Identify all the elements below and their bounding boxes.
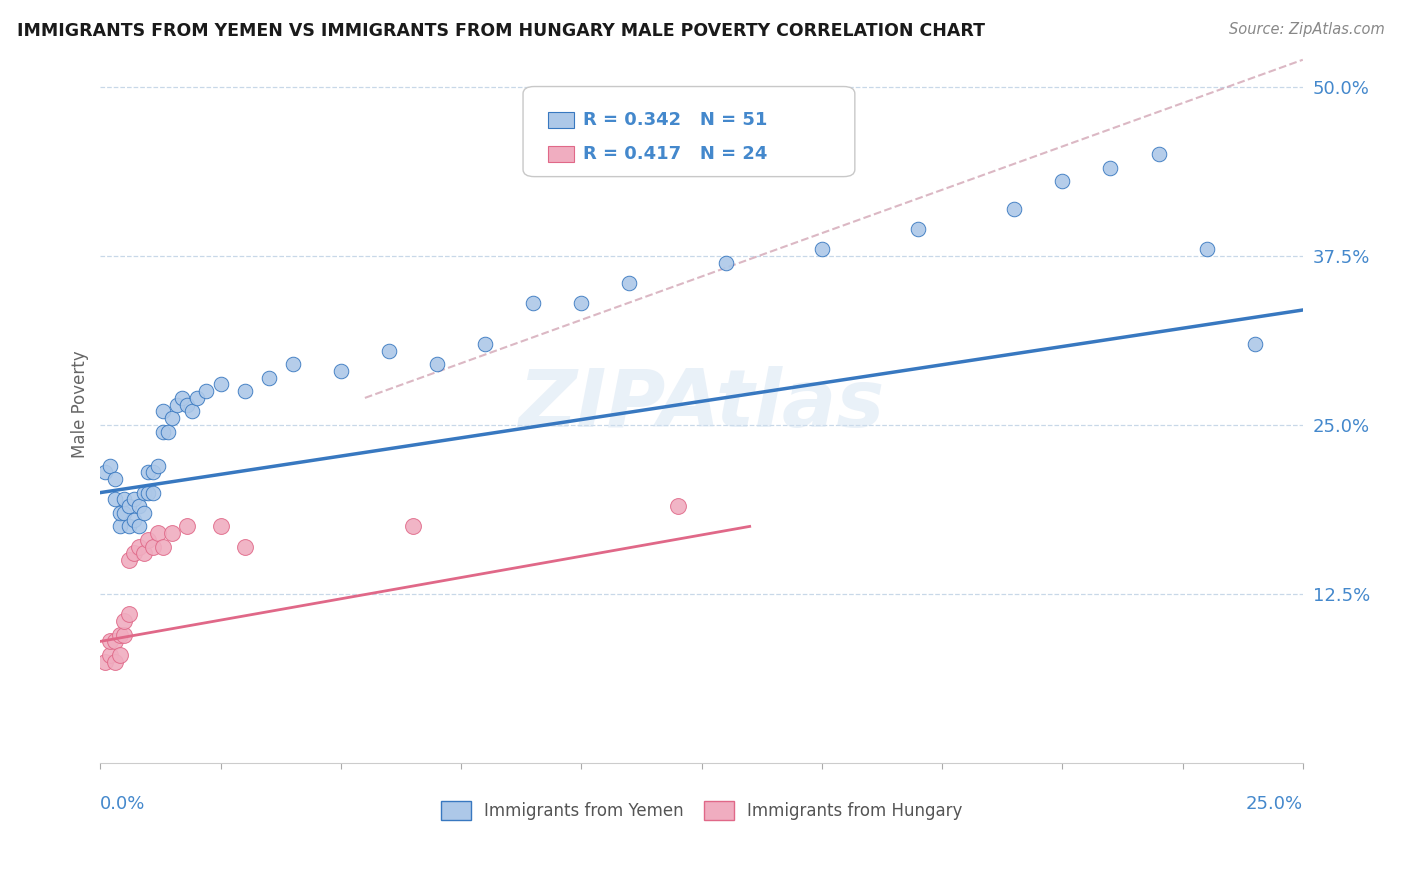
Point xyxy=(281,357,304,371)
Point xyxy=(1147,147,1170,161)
Point xyxy=(402,519,425,533)
Point xyxy=(142,485,165,500)
Point xyxy=(176,398,198,412)
Point xyxy=(118,607,141,622)
Point xyxy=(128,519,150,533)
Point xyxy=(104,492,127,507)
Point xyxy=(195,384,218,399)
Point xyxy=(811,242,834,256)
Point xyxy=(666,499,689,513)
Point xyxy=(209,377,232,392)
Point xyxy=(1002,202,1025,216)
Point xyxy=(1052,174,1074,188)
Point xyxy=(152,425,174,439)
Point xyxy=(118,499,141,513)
Point xyxy=(108,648,131,662)
Legend: Immigrants from Yemen, Immigrants from Hungary: Immigrants from Yemen, Immigrants from H… xyxy=(434,794,969,827)
Point xyxy=(112,492,135,507)
Point xyxy=(112,506,135,520)
Point xyxy=(98,458,121,473)
Point xyxy=(132,546,155,560)
Point xyxy=(714,255,737,269)
Point xyxy=(426,357,449,371)
Point xyxy=(172,391,194,405)
Point xyxy=(176,519,198,533)
Point xyxy=(474,336,496,351)
Text: Source: ZipAtlas.com: Source: ZipAtlas.com xyxy=(1229,22,1385,37)
Point xyxy=(146,458,169,473)
Point xyxy=(1099,161,1122,175)
Point xyxy=(522,296,544,310)
Text: ZIPAtlas: ZIPAtlas xyxy=(519,366,884,443)
Point xyxy=(142,540,165,554)
Point xyxy=(118,519,141,533)
Y-axis label: Male Poverty: Male Poverty xyxy=(72,351,89,458)
Point xyxy=(98,648,121,662)
Point xyxy=(122,492,145,507)
Point xyxy=(122,546,145,560)
Point xyxy=(108,519,131,533)
Point xyxy=(104,634,127,648)
Point xyxy=(132,506,155,520)
Point xyxy=(152,404,174,418)
Point xyxy=(138,465,160,479)
Point xyxy=(186,391,208,405)
Point xyxy=(112,614,135,628)
Point xyxy=(128,540,150,554)
Point xyxy=(233,384,256,399)
Point xyxy=(132,485,155,500)
Point xyxy=(142,465,165,479)
Point xyxy=(619,276,641,290)
Point xyxy=(122,513,145,527)
Point xyxy=(156,425,179,439)
Point xyxy=(128,499,150,513)
Point xyxy=(162,411,184,425)
Text: 0.0%: 0.0% xyxy=(100,796,146,814)
Point xyxy=(104,472,127,486)
Point xyxy=(162,526,184,541)
Point xyxy=(166,398,188,412)
Point xyxy=(1195,242,1218,256)
Point xyxy=(98,634,121,648)
Point xyxy=(94,465,117,479)
Point xyxy=(94,655,117,669)
Point xyxy=(907,222,929,236)
Point xyxy=(138,533,160,547)
Point xyxy=(1243,336,1265,351)
Point xyxy=(329,364,352,378)
Text: 25.0%: 25.0% xyxy=(1246,796,1303,814)
Point xyxy=(180,404,202,418)
Point xyxy=(118,553,141,567)
Point xyxy=(152,540,174,554)
Point xyxy=(209,519,232,533)
Point xyxy=(108,627,131,641)
Text: R = 0.417   N = 24: R = 0.417 N = 24 xyxy=(583,145,768,163)
Point xyxy=(569,296,592,310)
Point xyxy=(257,370,280,384)
Point xyxy=(378,343,401,358)
Point xyxy=(146,526,169,541)
Text: R = 0.342   N = 51: R = 0.342 N = 51 xyxy=(583,112,768,129)
Point xyxy=(108,506,131,520)
Point xyxy=(112,627,135,641)
Point xyxy=(233,540,256,554)
Point xyxy=(138,485,160,500)
Point xyxy=(104,655,127,669)
Text: IMMIGRANTS FROM YEMEN VS IMMIGRANTS FROM HUNGARY MALE POVERTY CORRELATION CHART: IMMIGRANTS FROM YEMEN VS IMMIGRANTS FROM… xyxy=(17,22,984,40)
